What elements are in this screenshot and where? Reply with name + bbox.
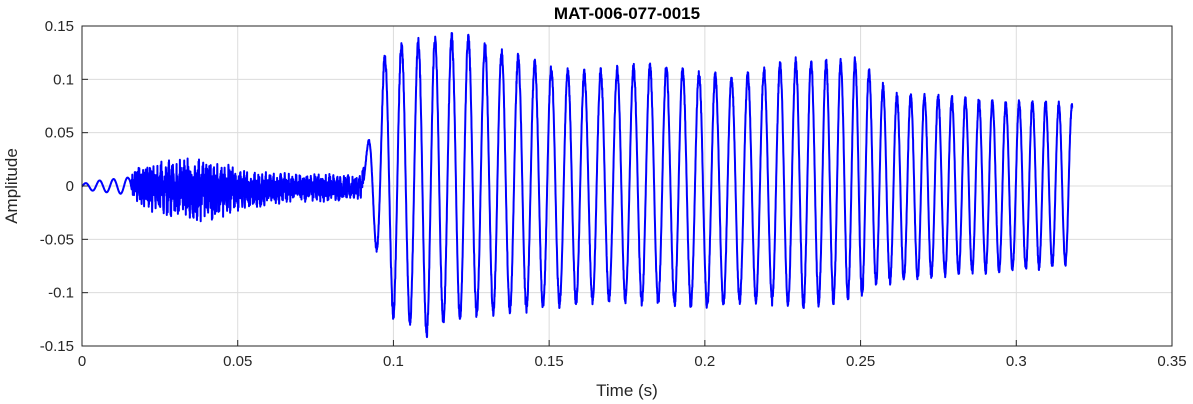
- x-tick-label: 0.25: [846, 353, 875, 370]
- y-tick-label: 0.15: [45, 18, 74, 35]
- x-tick-label: 0.05: [223, 353, 252, 370]
- x-tick-label: 0.35: [1157, 353, 1186, 370]
- x-axis-label: Time (s): [596, 381, 658, 400]
- y-tick-label: 0: [66, 178, 74, 195]
- y-tick-label: 0.05: [45, 125, 74, 142]
- chart-title: MAT-006-077-0015: [554, 4, 700, 23]
- y-tick-label: 0.1: [53, 71, 74, 88]
- signal-series-line: [81, 32, 1074, 339]
- y-tick-label: -0.15: [40, 338, 74, 355]
- y-tick-label: -0.1: [48, 285, 74, 302]
- x-tick-label: 0: [78, 353, 86, 370]
- x-axis: 0 0.05 0.1 0.15 0.2 0.25 0.3 0.35: [78, 340, 1187, 370]
- y-tick-label: -0.05: [40, 231, 74, 248]
- x-tick-label: 0.2: [694, 353, 715, 370]
- x-tick-label: 0.1: [383, 353, 404, 370]
- plot-area: [81, 32, 1074, 339]
- x-tick-label: 0.3: [1006, 353, 1027, 370]
- y-axis-label: Amplitude: [2, 148, 21, 224]
- x-tick-label: 0.15: [535, 353, 564, 370]
- y-axis: -0.15 -0.1 -0.05 0 0.05 0.1 0.15: [40, 18, 88, 355]
